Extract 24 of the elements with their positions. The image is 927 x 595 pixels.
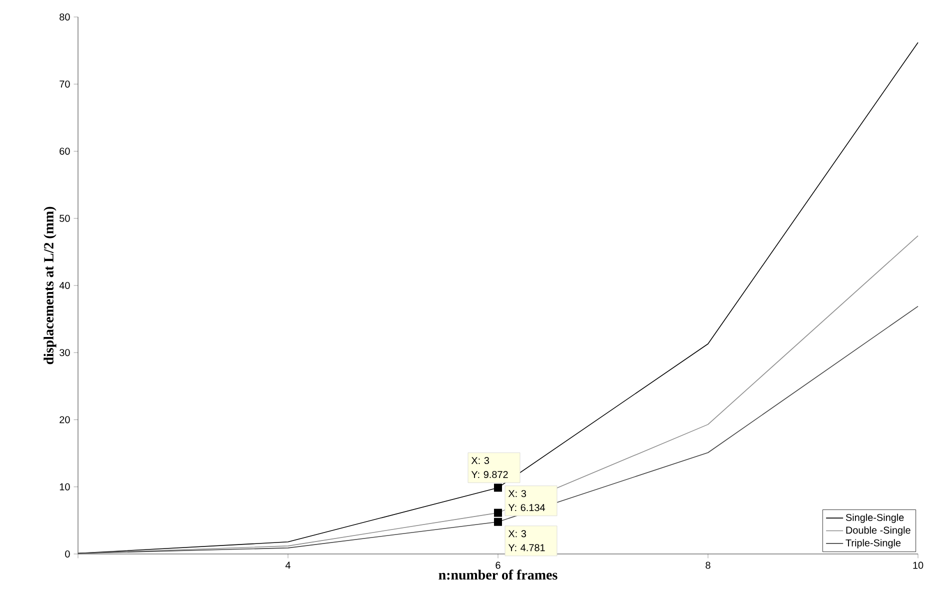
x-axis-title: n:number of frames [438, 570, 558, 580]
y-tick-label: 40 [59, 282, 70, 290]
x-tick-label: 4 [285, 562, 290, 569]
annotation: Y: 9.872 [471, 470, 508, 478]
legend-label: Double -Single [846, 526, 910, 536]
legend-label: Single-Single [846, 514, 904, 523]
y-tick-label: 80 [60, 13, 70, 21]
annotation: X: 3 [508, 490, 526, 498]
y-tick-label: 20 [60, 416, 70, 424]
annotation: Y: 6.134 [508, 504, 546, 512]
annotation: X: 3 [508, 530, 526, 538]
annotation: X: 3 [471, 456, 490, 464]
y-tick-label: 10 [60, 483, 70, 490]
y-tick-label: 30 [60, 349, 70, 356]
legend-label: Triple-Single [846, 539, 901, 548]
x-tick-label: 8 [706, 562, 710, 569]
x-tick-label: 6 [496, 562, 500, 569]
annotation: Y: 4.781 [508, 544, 545, 552]
y-tick-label: 50 [60, 214, 70, 222]
y-axis-title: displacements at L/2 (mm) [44, 206, 56, 364]
y-tick-label: 70 [60, 80, 70, 88]
y-tick-label: 0 [65, 550, 70, 558]
x-tick-label: 10 [913, 562, 924, 569]
y-tick-label: 60 [60, 148, 70, 155]
